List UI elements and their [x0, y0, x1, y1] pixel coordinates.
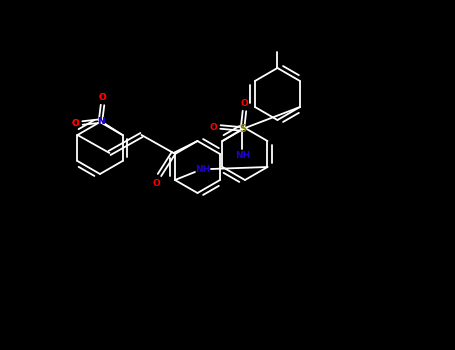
Text: O: O: [71, 119, 79, 127]
Text: O: O: [241, 99, 248, 108]
Text: NH: NH: [235, 152, 250, 161]
Text: O: O: [210, 122, 217, 132]
Text: NH: NH: [195, 164, 211, 174]
Text: N: N: [97, 117, 104, 126]
Text: O: O: [99, 93, 106, 103]
Text: O: O: [99, 93, 106, 103]
Text: O: O: [71, 119, 79, 127]
Text: O: O: [152, 178, 160, 188]
Text: S: S: [239, 124, 246, 134]
Text: N: N: [97, 117, 104, 126]
